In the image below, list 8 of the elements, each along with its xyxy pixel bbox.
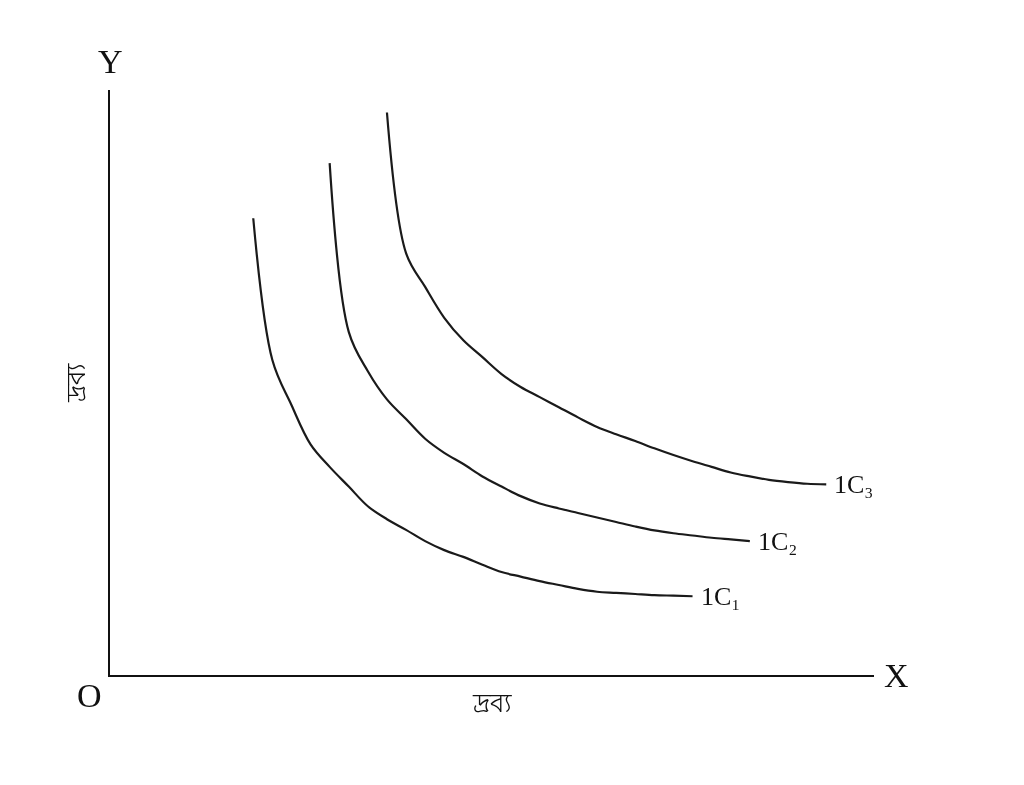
text: O	[77, 677, 102, 714]
text: X	[884, 657, 909, 694]
y-axis-title: দ্রব্য	[61, 363, 91, 403]
series-label: 1C₁	[701, 582, 741, 611]
x-axis-title: দ্রব্য	[471, 688, 512, 718]
text: Y	[98, 43, 123, 80]
series-label: 1C₃	[834, 470, 874, 499]
series-label: 1C₂	[758, 527, 798, 556]
